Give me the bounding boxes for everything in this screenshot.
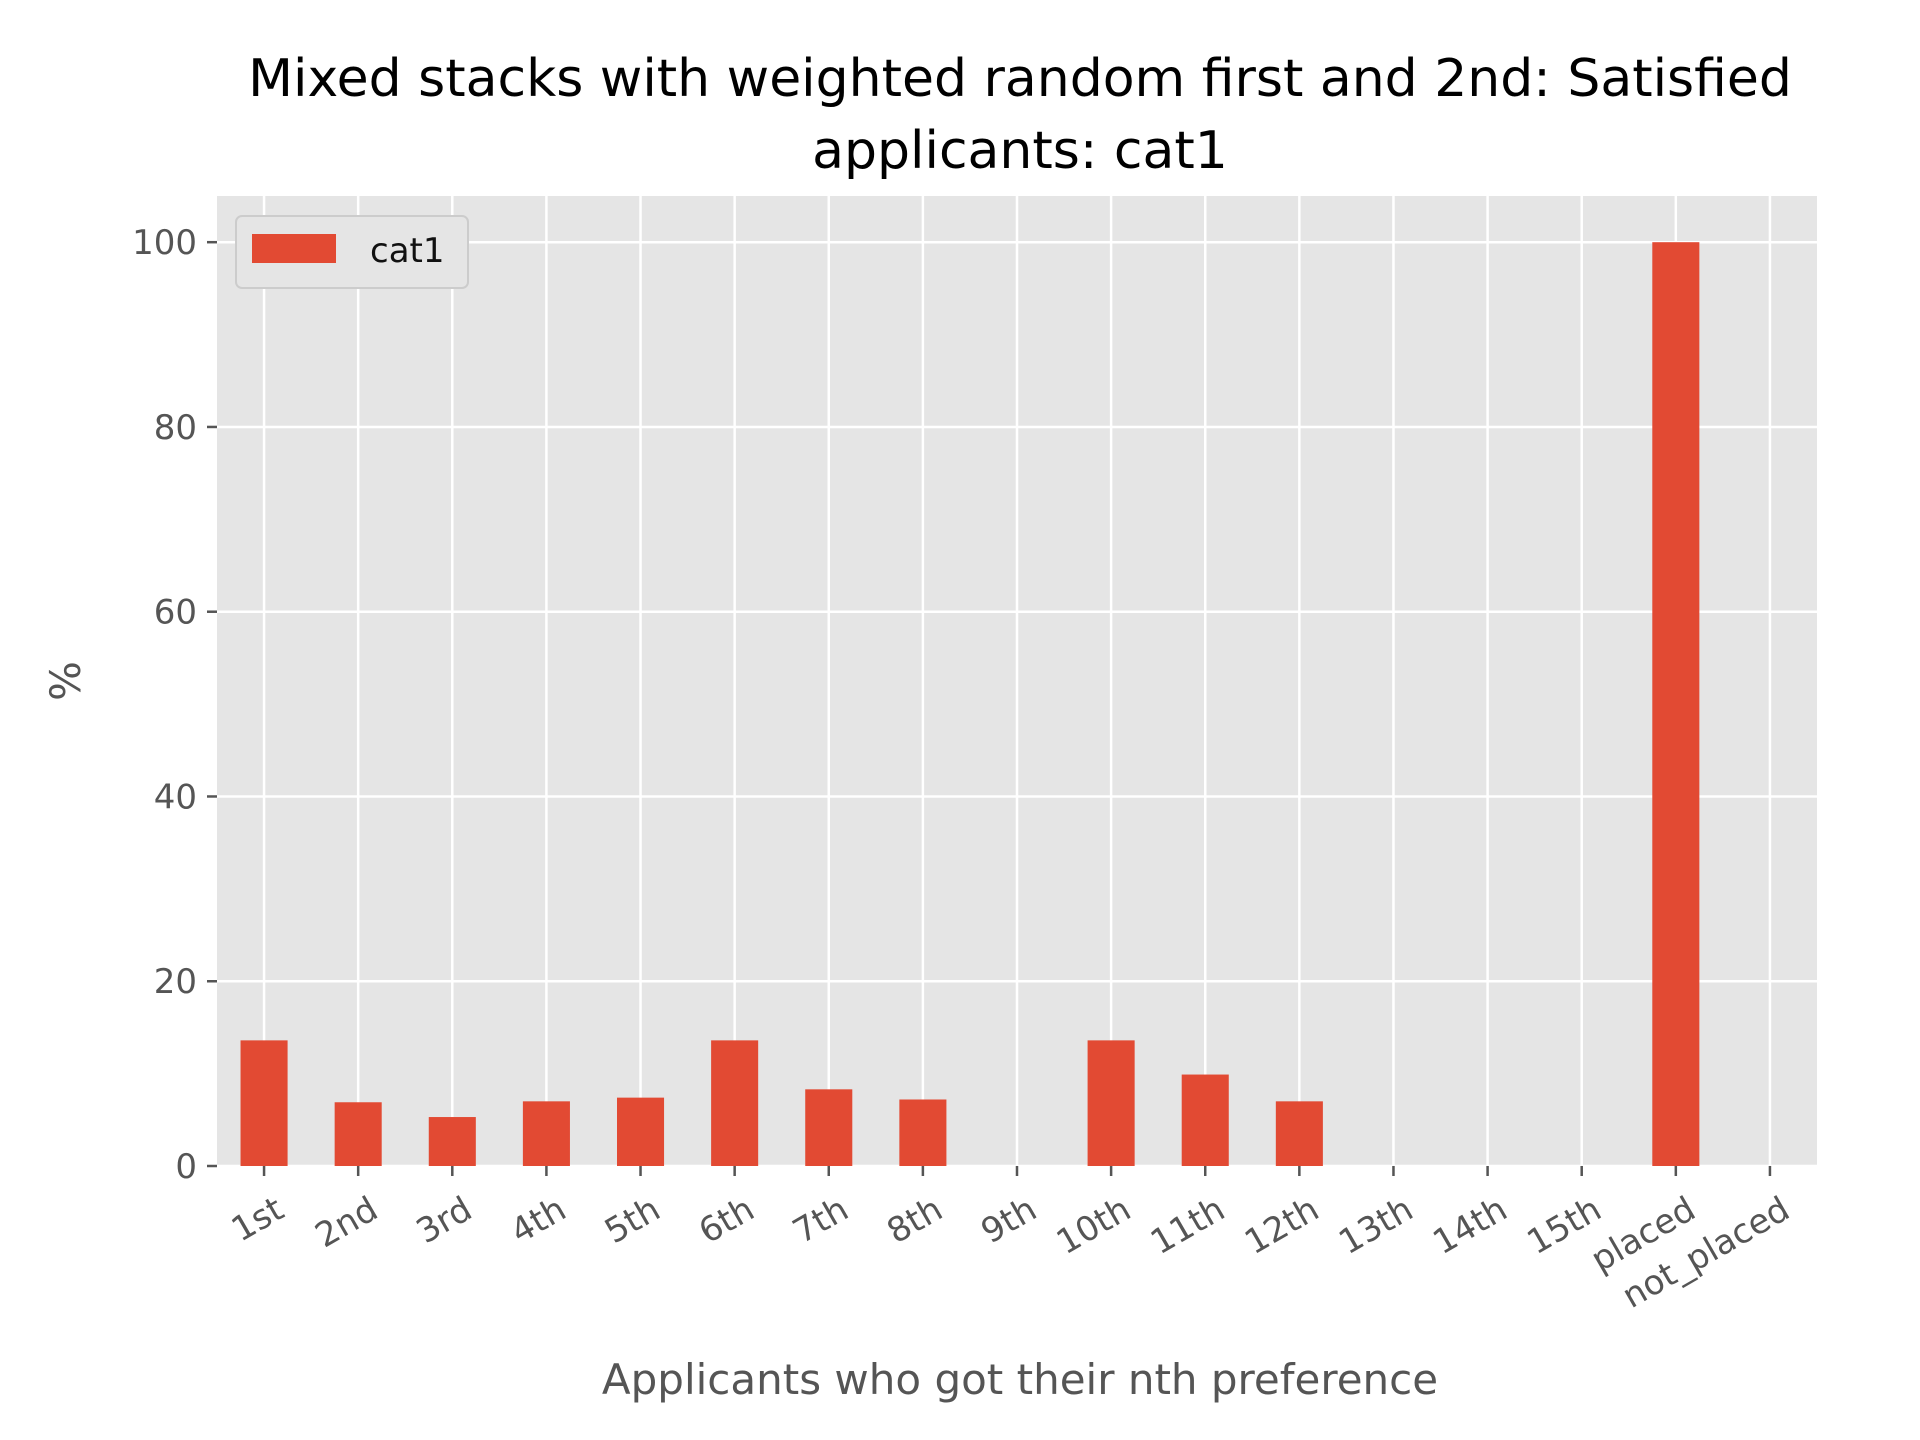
legend-swatch [252,234,336,263]
x-tick-label: 4th [504,1189,573,1252]
y-tick-label: 100 [132,223,197,263]
y-axis-label: % [41,661,90,701]
chart-title-line-2: applicants: cat1 [812,121,1228,181]
x-tick-label: 5th [598,1189,667,1252]
x-tick-label: 13th [1332,1189,1420,1263]
x-tick-label: 14th [1426,1189,1514,1263]
bar-4th [522,1101,570,1166]
legend: cat1 [235,215,469,289]
x-tick-label: 3rd [410,1189,479,1252]
bar-10th [1087,1040,1135,1166]
x-axis-label: Applicants who got their nth preference [602,1355,1438,1404]
bar-8th [899,1099,947,1166]
x-tick-label: 12th [1238,1189,1326,1263]
chart-title-line-1: Mixed stacks with weighted random first … [248,49,1792,109]
x-tick-label: 6th [692,1189,761,1252]
bar-2nd [334,1102,382,1166]
x-tick-label: 1st [225,1189,291,1250]
bars [240,242,1700,1166]
bar-3rd [428,1117,476,1166]
y-tick-label: 40 [154,777,197,817]
bar-12th [1275,1101,1323,1166]
bar-1st [240,1040,288,1166]
x-tick-label: 10th [1050,1189,1138,1263]
x-tick-label: 9th [975,1189,1044,1252]
y-tick-label: 60 [154,593,197,633]
x-tick-label: 8th [880,1189,949,1252]
bar-11th [1181,1074,1229,1166]
x-tick-label: 11th [1144,1189,1232,1263]
bar-6th [711,1040,759,1166]
bar-placed [1652,242,1700,1166]
x-tick-label: 7th [786,1189,855,1252]
x-tick-label: 2nd [309,1189,385,1256]
y-tick-label: 20 [154,962,197,1002]
legend-label: cat1 [370,231,445,271]
y-tick-label: 0 [175,1147,197,1187]
bar-7th [805,1089,853,1166]
y-tick-label: 80 [154,408,197,448]
bar-5th [617,1097,665,1166]
